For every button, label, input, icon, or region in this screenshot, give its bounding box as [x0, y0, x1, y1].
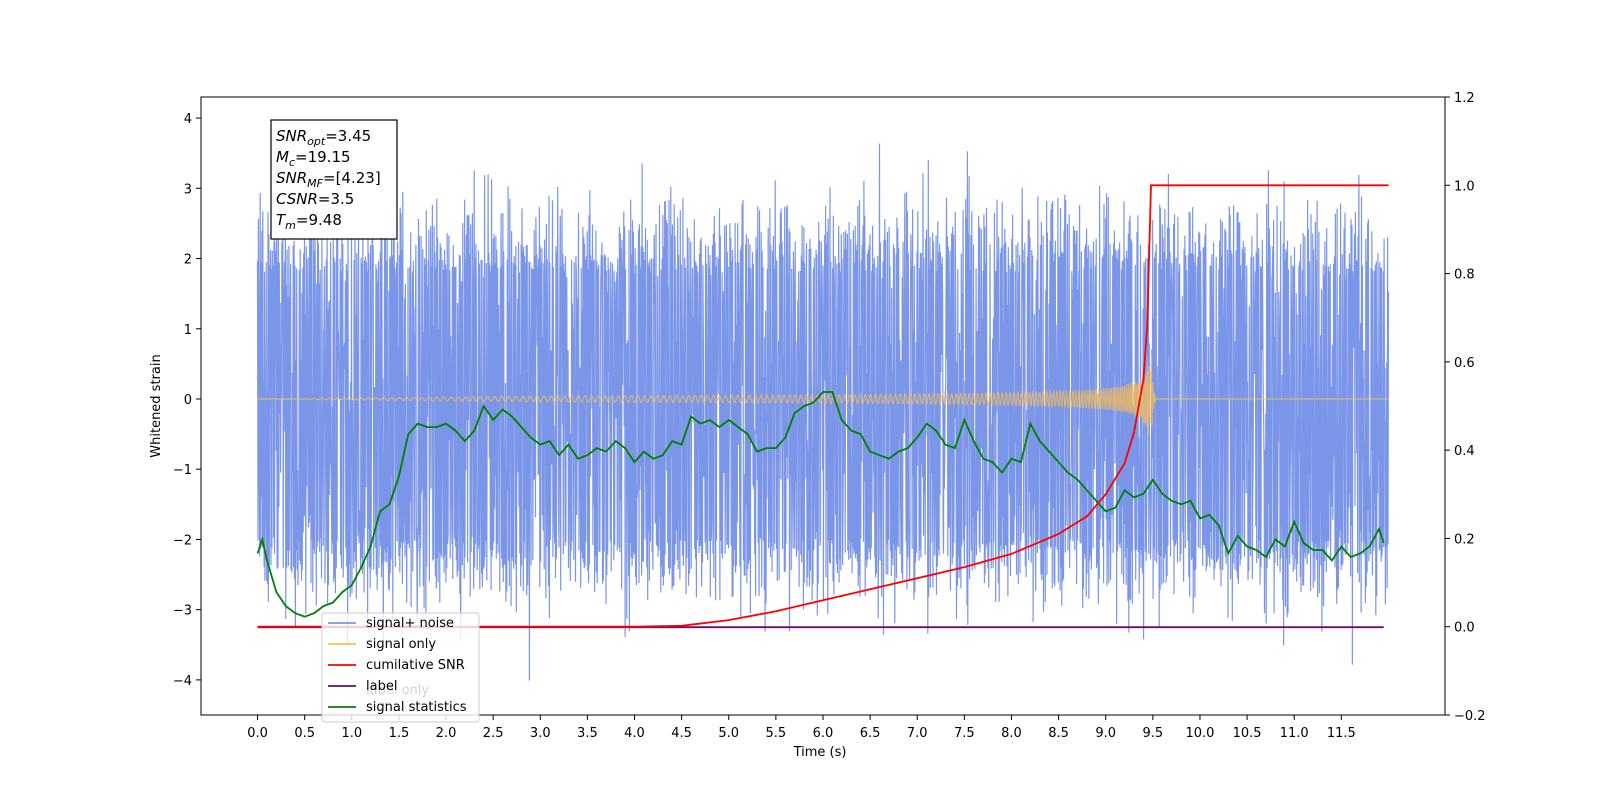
x-axis-label: Time (s) [793, 745, 847, 760]
x-tick-label: 0.0 [247, 726, 268, 741]
x-tick-label: 7.5 [954, 726, 975, 741]
legend-entry: label [366, 679, 397, 694]
x-tick-label: 9.5 [1143, 726, 1164, 741]
x-tick-label: 11.5 [1327, 726, 1356, 741]
x-tick-label: 2.0 [436, 726, 457, 741]
annotation-line: CSNR=3.5 [276, 190, 354, 208]
x-tick-label: 5.0 [718, 726, 739, 741]
y2-tick-label: 0.0 [1454, 621, 1475, 636]
y2-tick-label: 0.4 [1454, 444, 1475, 459]
x-tick-label: 10.0 [1185, 726, 1214, 741]
x-tick-label: 1.0 [341, 726, 362, 741]
x-tick-label: 1.5 [389, 726, 410, 741]
y-tick-label: 0 [184, 393, 192, 408]
x-tick-label: 2.5 [483, 726, 504, 741]
legend-entry: cumilative SNR [366, 658, 465, 673]
legend-entry: signal statistics [366, 700, 467, 715]
annotation-line: SNRopt=3.45 [276, 127, 371, 148]
x-tick-label: 11.0 [1280, 726, 1309, 741]
series-cumulative-snr-line [257, 184, 1389, 628]
x-tick-label: 4.5 [671, 726, 692, 741]
x-tick-label: 7.0 [907, 726, 928, 741]
series-signal-only-line [257, 355, 1389, 434]
y-tick-label: 3 [184, 182, 192, 197]
y-axis-left: 4 3 2 1 0 −1 −2 −3 −4 [173, 112, 201, 689]
legend-entry: signal only [366, 637, 436, 652]
series-signal-statistics-line [256, 391, 1385, 618]
x-tick-label: 6.0 [813, 726, 834, 741]
y-tick-label: 2 [184, 253, 192, 268]
legend-entry: signal+ noise [366, 616, 454, 631]
y2-tick-label: −0.2 [1454, 709, 1486, 724]
y-tick-label: −4 [173, 674, 192, 689]
x-tick-label: 5.5 [766, 726, 787, 741]
y2-tick-label: 1.0 [1454, 179, 1475, 194]
legend: signal+ noise signal only cumilative SNR la… [321, 612, 480, 723]
y2-tick-label: 0.6 [1454, 356, 1475, 371]
series-signal-noise-line [256, 143, 1390, 681]
x-tick-label: 9.0 [1095, 726, 1116, 741]
y-tick-label: 1 [184, 323, 192, 338]
y-tick-label: 4 [184, 112, 192, 127]
y-tick-label: −3 [173, 604, 192, 619]
y2-tick-label: 0.2 [1454, 532, 1475, 547]
x-tick-label: 8.0 [1001, 726, 1022, 741]
x-tick-label: 3.5 [577, 726, 598, 741]
x-tick-label: 8.5 [1048, 726, 1069, 741]
y-axis-right: 1.2 1.0 0.8 0.6 0.4 0.2 0.0 −0.2 [1445, 91, 1486, 724]
x-tick-label: 6.5 [860, 726, 881, 741]
annotation-line: Mc=19.15 [276, 148, 351, 169]
x-tick-label: 4.0 [624, 726, 645, 741]
x-tick-label: 3.0 [530, 726, 551, 741]
x-tick-label: 10.5 [1233, 726, 1262, 741]
x-tick-label: 0.5 [294, 726, 315, 741]
y-tick-label: −1 [173, 463, 192, 478]
annotation-line: SNRMF=[4.23] [276, 169, 381, 190]
annotation-line: Tm=9.48 [276, 211, 342, 232]
y2-tick-label: 1.2 [1454, 91, 1475, 106]
y-tick-label: −2 [173, 533, 192, 548]
x-axis: 0.0 0.5 1.0 1.5 2.0 2.5 3.0 3.5 4.0 4.5 5.0 5.5 6.0 6… [247, 715, 1356, 741]
y-axis-label: Whitened strain [149, 354, 164, 457]
legend-hidden-entry: label only [366, 683, 429, 698]
y2-tick-label: 0.8 [1454, 268, 1475, 283]
